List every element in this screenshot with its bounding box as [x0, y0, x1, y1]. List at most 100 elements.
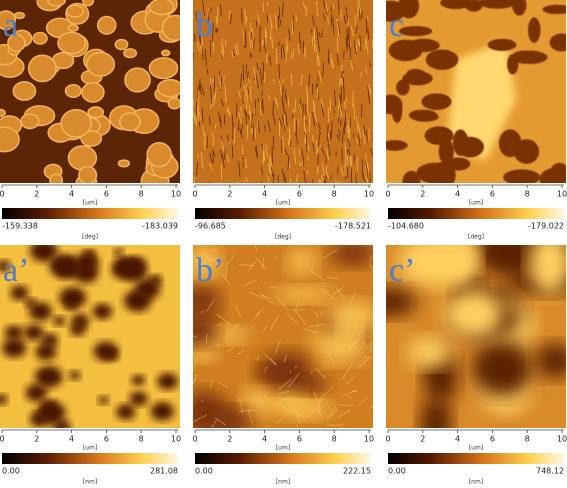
pit [549, 33, 566, 52]
fiber [264, 353, 277, 366]
scale-unit: [deg] [468, 234, 484, 241]
streak [346, 154, 349, 167]
scale-unit: [deg] [82, 234, 98, 241]
streak [322, 162, 325, 177]
streak [278, 41, 280, 47]
scale-unit: [deg] [275, 234, 291, 241]
grain [7, 33, 26, 52]
streak [285, 94, 288, 103]
fiber [295, 409, 302, 423]
streak [268, 163, 272, 175]
fiber [248, 410, 254, 426]
streak [245, 15, 248, 22]
streak [243, 93, 245, 102]
streak [369, 148, 373, 156]
streak [349, 59, 354, 72]
afm-image [386, 245, 566, 428]
fiber [225, 254, 236, 265]
streak [352, 133, 355, 138]
x-tick-label: 0 [0, 190, 5, 199]
pit [396, 79, 410, 96]
blob [441, 245, 479, 284]
fiber [239, 409, 254, 412]
streak [297, 44, 300, 54]
streak [287, 94, 290, 107]
pit [68, 370, 81, 380]
bright [446, 40, 516, 160]
streak [273, 79, 275, 84]
streak [209, 77, 213, 96]
spot [273, 387, 304, 411]
pit [70, 323, 86, 336]
streak [359, 35, 362, 51]
fiber [210, 419, 218, 428]
streak [204, 132, 206, 147]
panel: a’ 0 2 4 6 8 10 [um] 0.00 281.08 [nm] [0, 245, 181, 486]
blob [471, 341, 533, 397]
streak [267, 120, 271, 132]
blob [529, 245, 566, 294]
grain [114, 38, 129, 51]
fiber [272, 402, 284, 407]
streak [299, 104, 303, 116]
streak [308, 73, 311, 87]
pit [150, 401, 174, 421]
grain [65, 4, 85, 18]
colorbar [2, 208, 178, 219]
fiber [326, 406, 337, 420]
scale-max: 222.15 [343, 467, 371, 476]
streak [193, 52, 194, 64]
streak [338, 129, 341, 137]
grain [123, 48, 138, 59]
grain [81, 82, 105, 103]
x-tick-label: 0 [385, 435, 390, 444]
streak [289, 178, 291, 183]
pit [542, 4, 566, 15]
streak [367, 28, 370, 40]
fiber [256, 354, 260, 361]
x-tick-label: 10 [364, 435, 374, 444]
pit [487, 38, 517, 51]
streak [304, 119, 309, 125]
x-tick-label: 10 [364, 190, 374, 199]
streak [232, 49, 236, 56]
fiber [332, 286, 344, 296]
x-tick-label: 8 [139, 190, 144, 199]
pit [0, 394, 8, 405]
streak [313, 103, 316, 113]
streak [197, 85, 199, 98]
x-tick-label: 8 [525, 190, 530, 199]
pit [35, 365, 63, 388]
fiber [193, 335, 198, 338]
fiber [270, 358, 277, 365]
spot [193, 341, 218, 362]
x-tick-label: 4 [69, 435, 74, 444]
streak [248, 31, 251, 48]
streak [202, 138, 206, 151]
streak [318, 129, 322, 135]
fiber [262, 326, 268, 332]
pit [49, 254, 78, 278]
streak [246, 124, 249, 140]
fiber [368, 406, 373, 409]
pit [431, 161, 456, 183]
streak [355, 137, 359, 144]
panel-label: c [389, 7, 404, 44]
fiber [339, 423, 344, 426]
pit [398, 26, 433, 37]
streak [330, 121, 333, 139]
streak [290, 52, 292, 61]
streak [269, 14, 273, 28]
streak [292, 108, 294, 113]
streak [257, 98, 260, 103]
grain [60, 108, 92, 138]
streak [337, 104, 340, 118]
x-tick-label: 0 [192, 435, 197, 444]
streak [353, 40, 357, 56]
x-tick-label: 6 [104, 190, 109, 199]
streak [259, 68, 263, 86]
fiber [267, 286, 278, 289]
fiber [255, 307, 265, 316]
fiber [304, 328, 318, 334]
streak [365, 161, 369, 178]
